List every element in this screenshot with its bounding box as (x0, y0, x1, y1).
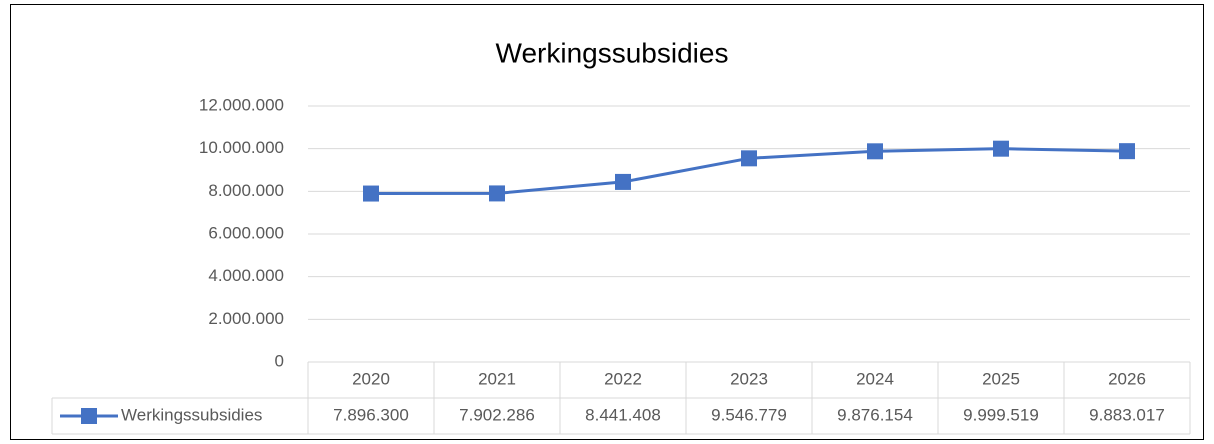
y-tick-label: 10.000.000 (199, 138, 284, 157)
table-value: 8.441.408 (585, 405, 661, 424)
data-point (993, 140, 1009, 157)
x-tick-label: 2020 (352, 369, 390, 388)
table-value: 9.999.519 (963, 405, 1039, 424)
table-value: 9.883.017 (1089, 405, 1165, 424)
data-point (867, 143, 883, 160)
y-tick-label: 8.000.000 (208, 181, 284, 200)
y-tick-label: 4.000.000 (208, 266, 284, 285)
data-point (489, 185, 505, 202)
table-value: 7.902.286 (459, 405, 535, 424)
data-point (1119, 143, 1135, 160)
x-tick-label: 2021 (478, 369, 516, 388)
legend-marker (81, 408, 97, 424)
x-tick-label: 2025 (982, 369, 1020, 388)
x-tick-label: 2024 (856, 369, 894, 388)
legend-label: Werkingssubsidies (121, 405, 262, 424)
x-tick-label: 2023 (730, 369, 768, 388)
x-tick-label: 2026 (1108, 369, 1146, 388)
table-value: 7.896.300 (333, 405, 409, 424)
table-value: 9.876.154 (837, 405, 913, 424)
data-point (363, 185, 379, 202)
x-tick-label: 2022 (604, 369, 642, 388)
table-value: 9.546.779 (711, 405, 787, 424)
chart-title: Werkingssubsidies (496, 37, 729, 68)
y-tick-label: 12.000.000 (199, 95, 284, 114)
chart-frame (10, 4, 1204, 440)
y-tick-label: 0 (275, 351, 284, 370)
y-tick-label: 2.000.000 (208, 309, 284, 328)
data-point (615, 173, 631, 190)
y-tick-label: 6.000.000 (208, 223, 284, 242)
data-point (741, 150, 757, 167)
